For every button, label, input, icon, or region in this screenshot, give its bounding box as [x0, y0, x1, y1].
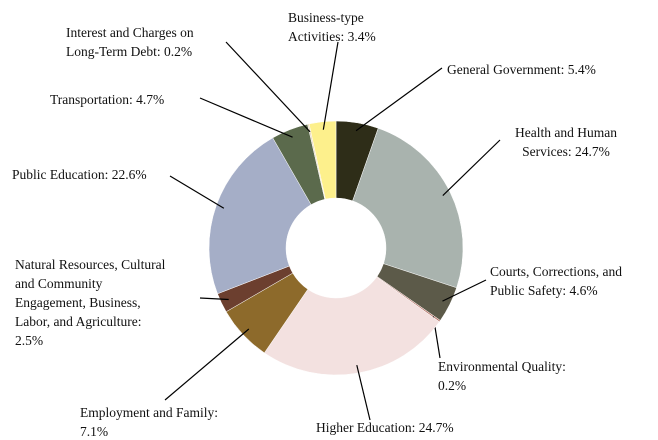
label-line: 0.2% — [438, 378, 466, 393]
label-line: and Community — [15, 276, 103, 291]
slice-label: Public Education: 22.6% — [12, 167, 147, 182]
leader-line — [199, 297, 229, 301]
leader-line — [322, 41, 339, 130]
donut-slice — [208, 137, 312, 295]
label-line: Labor, and Agriculture: — [15, 314, 142, 329]
label-line: Public Education: 22.6% — [12, 167, 147, 182]
donut-slice — [352, 127, 464, 289]
label-line: Natural Resources, Cultural — [15, 257, 166, 272]
slice-label: Natural Resources, Cultural and Community… — [15, 257, 166, 348]
leader-line — [164, 328, 250, 401]
label-line: Long-Term Debt: 0.2% — [66, 44, 192, 59]
leader-line — [169, 175, 225, 209]
slice-label: General Government: 5.4% — [447, 62, 596, 77]
leader-line — [355, 67, 443, 132]
slice-label: Health and Human Services: 24.7% — [515, 125, 617, 159]
leader-line — [442, 279, 487, 302]
label-line: Public Safety: 4.6% — [490, 283, 598, 298]
label-line: Transportation: 4.7% — [50, 92, 164, 107]
label-line: Environmental Quality: — [438, 359, 566, 374]
label-line: Higher Education: 24.7% — [316, 420, 454, 435]
label-line: General Government: 5.4% — [447, 62, 596, 77]
slice-label: Courts, Corrections, and Public Safety: 4… — [490, 264, 622, 298]
label-line: Employment and Family: — [80, 405, 218, 420]
slice-label: Transportation: 4.7% — [50, 92, 164, 107]
label-line: Services: 24.7% — [522, 144, 610, 159]
leader-line — [199, 97, 293, 138]
slice-label: Environmental Quality: 0.2% — [438, 359, 566, 393]
donut-slice — [308, 120, 337, 200]
label-line: Interest and Charges on — [66, 25, 194, 40]
label-line: 7.1% — [80, 424, 108, 439]
label-line: Engagement, Business, — [15, 295, 141, 310]
slice-label: Employment and Family: 7.1% — [80, 405, 218, 439]
label-line: Business-type — [288, 10, 364, 25]
label-line: 2.5% — [15, 333, 43, 348]
slice-label: Business-type Activities: 3.4% — [288, 10, 376, 44]
label-line: Health and Human — [515, 125, 617, 140]
leader-line — [356, 365, 371, 421]
slice-label: Higher Education: 24.7% — [316, 420, 454, 435]
leader-line — [442, 139, 501, 196]
label-line: Activities: 3.4% — [288, 29, 376, 44]
slice-label: Interest and Charges on Long-Term Debt: 0… — [66, 25, 194, 59]
label-line: Courts, Corrections, and — [490, 264, 622, 279]
donut-slice — [264, 276, 440, 376]
leader-line — [225, 41, 311, 133]
